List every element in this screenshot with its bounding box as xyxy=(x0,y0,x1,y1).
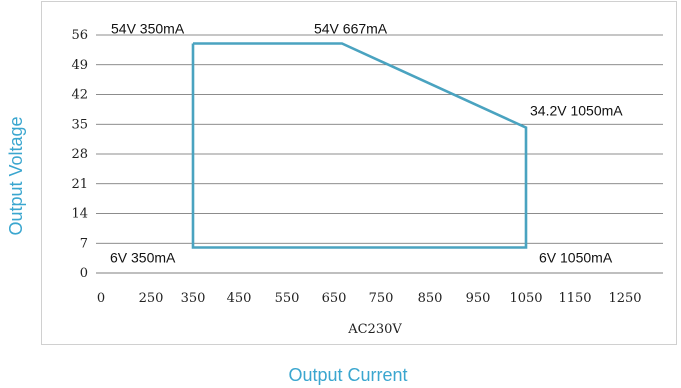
data-point-annotation: 54V 667mA xyxy=(314,21,388,37)
x-tick-label: 750 xyxy=(369,291,394,306)
y-axis-label: Output Voltage xyxy=(6,116,26,235)
data-point-annotation: 6V 1050mA xyxy=(539,250,613,266)
y-tick-label: 7 xyxy=(80,236,88,251)
x-tick-label: 950 xyxy=(466,291,491,306)
x-tick-label: 1250 xyxy=(608,291,641,306)
data-point-annotation: 34.2V 1050mA xyxy=(530,103,623,119)
y-tick-label: 0 xyxy=(80,266,88,281)
x-tick-label: 0 xyxy=(97,291,105,306)
x-tick-label: 850 xyxy=(418,291,443,306)
y-tick-label: 28 xyxy=(71,147,88,162)
data-point-annotation: 54V 350mA xyxy=(111,21,185,37)
y-tick-label: 42 xyxy=(71,88,88,103)
grid-lines xyxy=(96,34,663,274)
x-axis-sublabel: AC230V xyxy=(347,322,402,337)
x-tick-label: 450 xyxy=(227,291,252,306)
x-tick-label: 650 xyxy=(322,291,347,306)
x-tick-labels: 0 250 350 450 550 650 750 850 950 1050 1150 1250 xyxy=(97,291,642,306)
x-tick-label: 250 xyxy=(139,291,164,306)
x-tick-label: 1150 xyxy=(558,291,591,306)
chart-frame xyxy=(41,1,677,345)
y-tick-label: 21 xyxy=(71,177,88,192)
y-tick-label: 56 xyxy=(71,28,88,43)
x-tick-label: 1050 xyxy=(509,291,542,306)
y-tick-labels: 0 7 14 21 28 35 42 49 56 xyxy=(71,28,88,281)
x-tick-label: 550 xyxy=(275,291,300,306)
operating-region-line xyxy=(191,42,528,249)
y-tick-label: 14 xyxy=(71,207,88,222)
x-tick-label: 350 xyxy=(181,291,206,306)
annotation-layer: 54V 350mA 54V 667mA 34.2V 1050mA 6V 350mA 6V… xyxy=(110,21,623,266)
series-layer xyxy=(191,42,528,249)
y-tick-label: 49 xyxy=(71,58,88,73)
data-point-annotation: 6V 350mA xyxy=(110,250,176,266)
x-axis-label: Output Current xyxy=(288,365,407,385)
y-tick-label: 35 xyxy=(71,117,88,132)
